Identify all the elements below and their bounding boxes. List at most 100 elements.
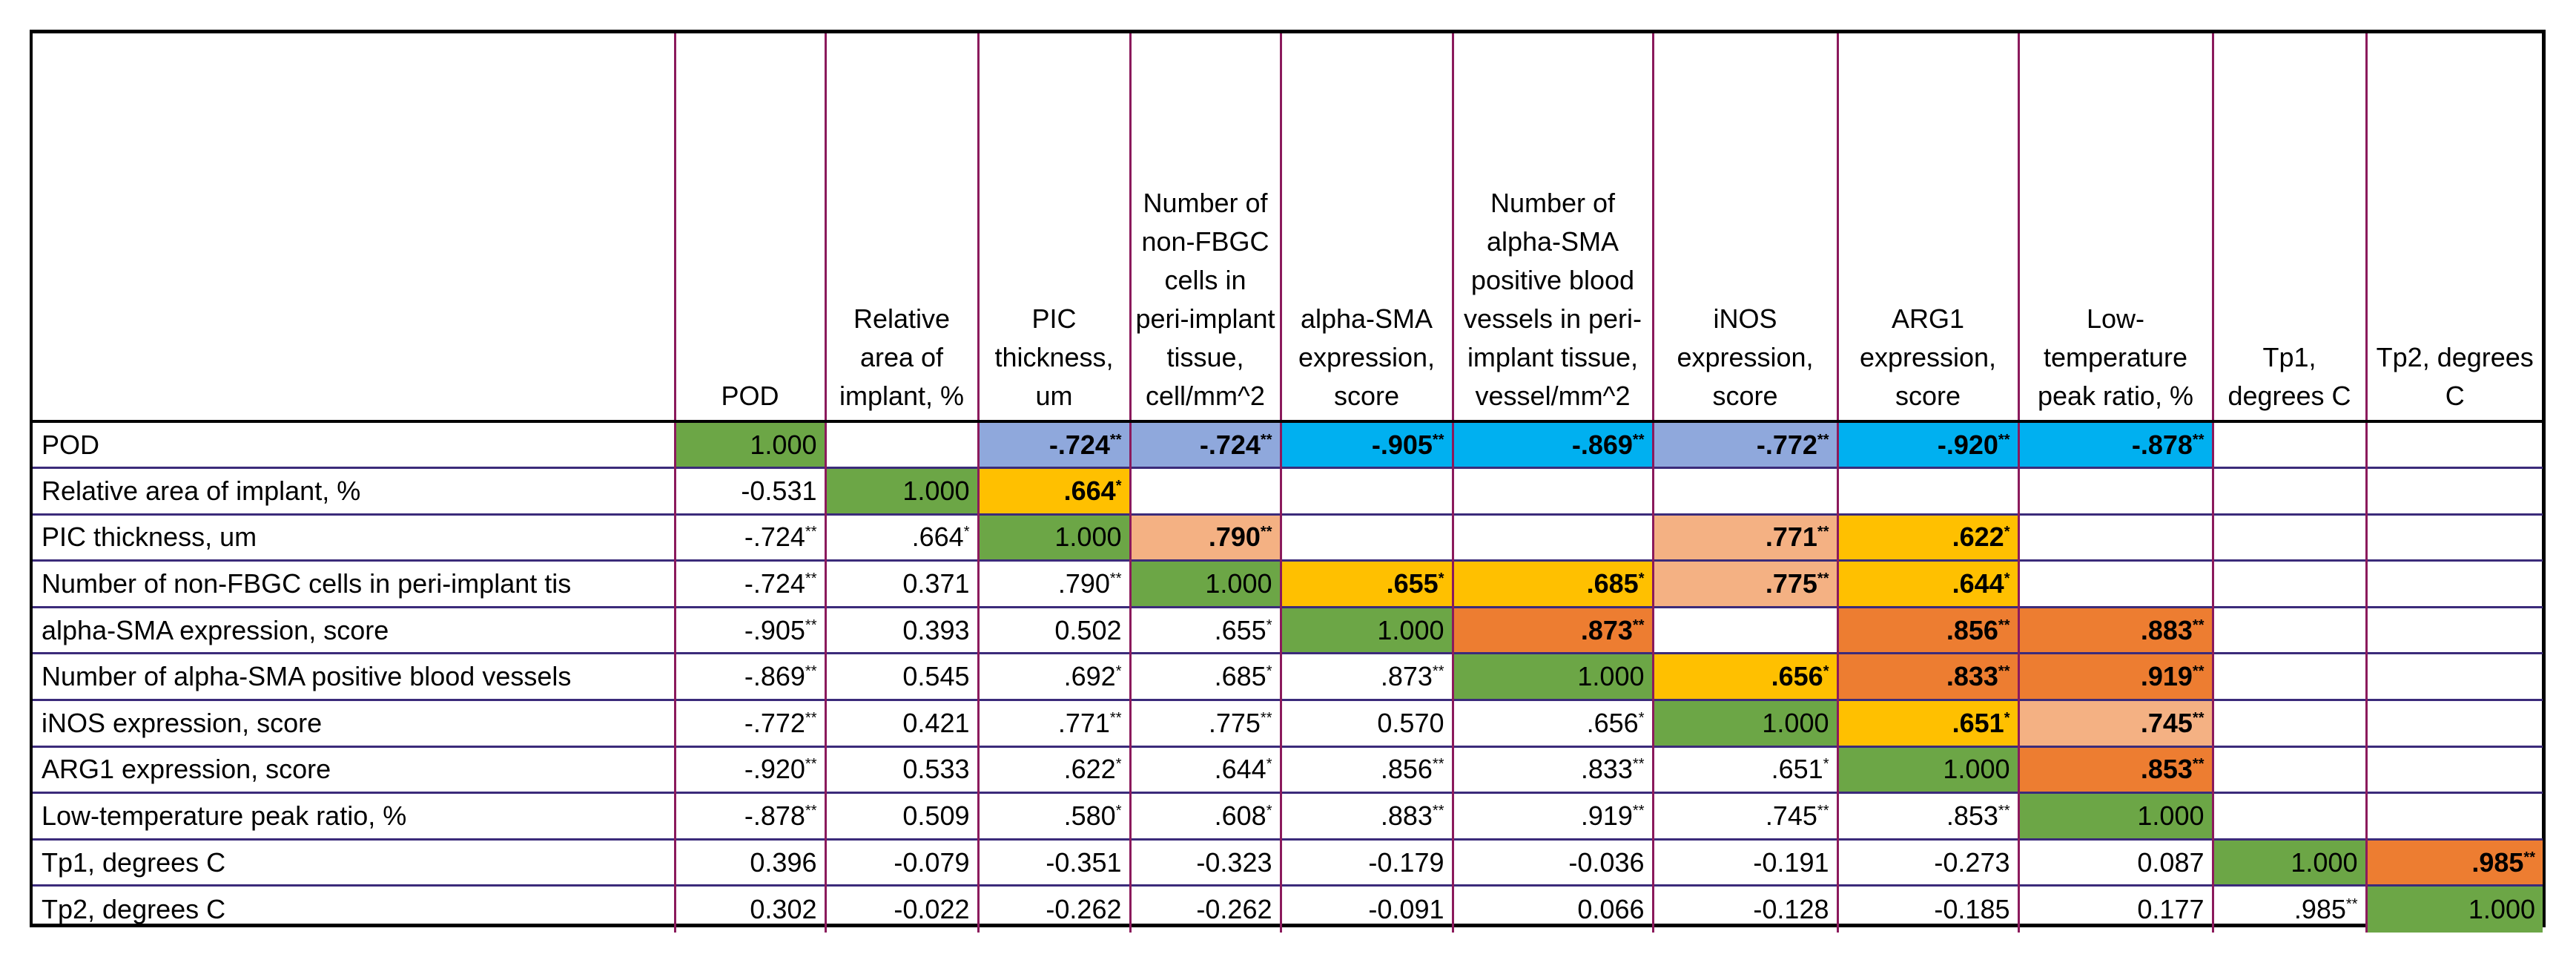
table-cell: .853** xyxy=(2017,745,2213,793)
cell-value: .856 xyxy=(1380,754,1433,785)
cell-value: .883 xyxy=(1380,800,1433,832)
table-cell: .985** xyxy=(2365,838,2543,886)
significance-marker: ** xyxy=(1817,431,1829,448)
table-cell xyxy=(2211,605,2366,654)
table-cell: .655* xyxy=(1279,559,1453,608)
significance-marker: * xyxy=(1115,756,1122,773)
cell-value: .651 xyxy=(1771,754,1823,785)
cell-value: 0.393 xyxy=(902,614,970,645)
table-cell: .873** xyxy=(1451,605,1653,654)
significance-marker: * xyxy=(1115,803,1122,820)
significance-marker: * xyxy=(2004,709,2010,726)
table-cell: 0.177 xyxy=(2017,884,2213,933)
cell-value: .873 xyxy=(1580,614,1633,645)
table-cell: -.869** xyxy=(673,652,825,700)
table-cell xyxy=(2211,699,2366,747)
significance-marker: ** xyxy=(2192,431,2205,448)
cell-value: .856 xyxy=(1946,614,1998,645)
cell-value: -0.185 xyxy=(1934,893,2010,924)
cell-value: 1.000 xyxy=(1377,614,1444,645)
table-row: ARG1 expression, score -.920** 0.533.622*.… xyxy=(33,745,2543,793)
significance-marker: ** xyxy=(805,524,817,541)
table-cell: -0.036 xyxy=(1451,838,1653,886)
significance-marker: ** xyxy=(805,570,817,588)
table-cell xyxy=(2365,559,2543,608)
table-row: Number of non-FBGC cells in peri-implant… xyxy=(33,559,2543,608)
table-cell xyxy=(1279,467,1453,515)
significance-marker: ** xyxy=(1998,431,2010,448)
table-cell: .651* xyxy=(1651,745,1837,793)
table-cell xyxy=(2365,652,2543,700)
row-label: PIC thickness, um xyxy=(33,513,675,561)
cell-value: .644 xyxy=(1214,754,1266,785)
column-header: PIC thickness, um xyxy=(977,33,1130,421)
significance-marker: ** xyxy=(1432,663,1444,680)
significance-marker: ** xyxy=(1998,803,2010,820)
table-cell: -0.531 xyxy=(673,467,825,515)
column-header: Tp2, degrees C xyxy=(2365,33,2543,421)
table-row: Tp2, degrees C 0.302 -0.022 -0.262 -0.262 -0.… xyxy=(33,884,2543,933)
table-cell xyxy=(2211,467,2366,515)
table-cell: 1.000 xyxy=(977,513,1130,561)
cell-value: .622 xyxy=(1952,522,2004,553)
cell-value: 0.396 xyxy=(750,846,817,878)
table-cell: -0.323 xyxy=(1129,838,1281,886)
cell-value: 0.533 xyxy=(902,754,970,785)
significance-marker: ** xyxy=(2192,663,2205,680)
cell-value: -0.128 xyxy=(1753,893,1829,924)
significance-marker: * xyxy=(1638,709,1645,726)
cell-value: .833 xyxy=(1946,661,1998,692)
table-row: Number of alpha-SMA positive blood vesse… xyxy=(33,652,2543,700)
significance-marker: * xyxy=(1115,477,1122,494)
table-cell: -.772** xyxy=(1651,420,1837,468)
significance-marker: ** xyxy=(1998,616,2010,634)
table-row: iNOS expression, score -.772** 0.421.771**… xyxy=(33,699,2543,747)
cell-value: .853 xyxy=(1946,800,1998,832)
significance-marker: ** xyxy=(1260,524,1272,541)
row-label: ARG1 expression, score xyxy=(33,745,675,793)
table-cell: -.905** xyxy=(673,605,825,654)
table-cell: -.724** xyxy=(977,420,1130,468)
table-row: POD 1.000 -.724** -.724** -.905** -.869** -.77… xyxy=(33,420,2543,468)
significance-marker: * xyxy=(1115,663,1122,680)
table-cell: 1.000 xyxy=(1129,559,1281,608)
table-cell: -0.273 xyxy=(1836,838,2018,886)
significance-marker: ** xyxy=(805,756,817,773)
significance-marker: * xyxy=(2004,524,2010,541)
cell-value: 0.502 xyxy=(1054,614,1122,645)
column-header: Number of non-FBGC cells in peri-implant… xyxy=(1129,33,1281,421)
table-cell: .775** xyxy=(1129,699,1281,747)
significance-marker: ** xyxy=(1109,570,1122,588)
table-cell: .655* xyxy=(1129,605,1281,654)
table-cell: -.878** xyxy=(2017,420,2213,468)
cell-value: 1.000 xyxy=(1205,568,1272,599)
significance-marker: ** xyxy=(1817,570,1829,588)
cell-value: -.724 xyxy=(1199,429,1261,460)
table-cell: .775** xyxy=(1651,559,1837,608)
table-cell xyxy=(2365,792,2543,840)
table-cell: 1.000 xyxy=(2365,884,2543,933)
cell-value: 0.066 xyxy=(1577,893,1645,924)
table-row: Tp1, degrees C 0.396 -0.079 -0.351 -0.323 -0.… xyxy=(33,838,2543,886)
cell-value: .790 xyxy=(1208,522,1261,553)
significance-marker: ** xyxy=(1998,663,2010,680)
table-cell: .853** xyxy=(1836,792,2018,840)
column-header: Relative area of implant, % xyxy=(824,33,978,421)
row-label: Relative area of implant, % xyxy=(33,467,675,515)
cell-value: .656 xyxy=(1586,707,1639,738)
table-cell: .664* xyxy=(824,513,978,561)
significance-marker: ** xyxy=(1109,431,1122,448)
column-header: iNOS expression, score xyxy=(1651,33,1837,421)
table-cell: 1.000 xyxy=(824,467,978,515)
table-cell: -0.128 xyxy=(1651,884,1837,933)
cell-value: .685 xyxy=(1586,568,1639,599)
cell-value: -.878 xyxy=(2131,429,2193,460)
column-header: ARG1 expression, score xyxy=(1836,33,2018,421)
significance-marker: ** xyxy=(805,803,817,820)
cell-value: .685 xyxy=(1214,661,1266,692)
cell-value: -0.091 xyxy=(1368,893,1444,924)
cell-value: -.772 xyxy=(1756,429,1817,460)
table-cell xyxy=(2365,605,2543,654)
cell-value: -0.531 xyxy=(741,475,817,506)
cell-value: .771 xyxy=(1057,707,1110,738)
